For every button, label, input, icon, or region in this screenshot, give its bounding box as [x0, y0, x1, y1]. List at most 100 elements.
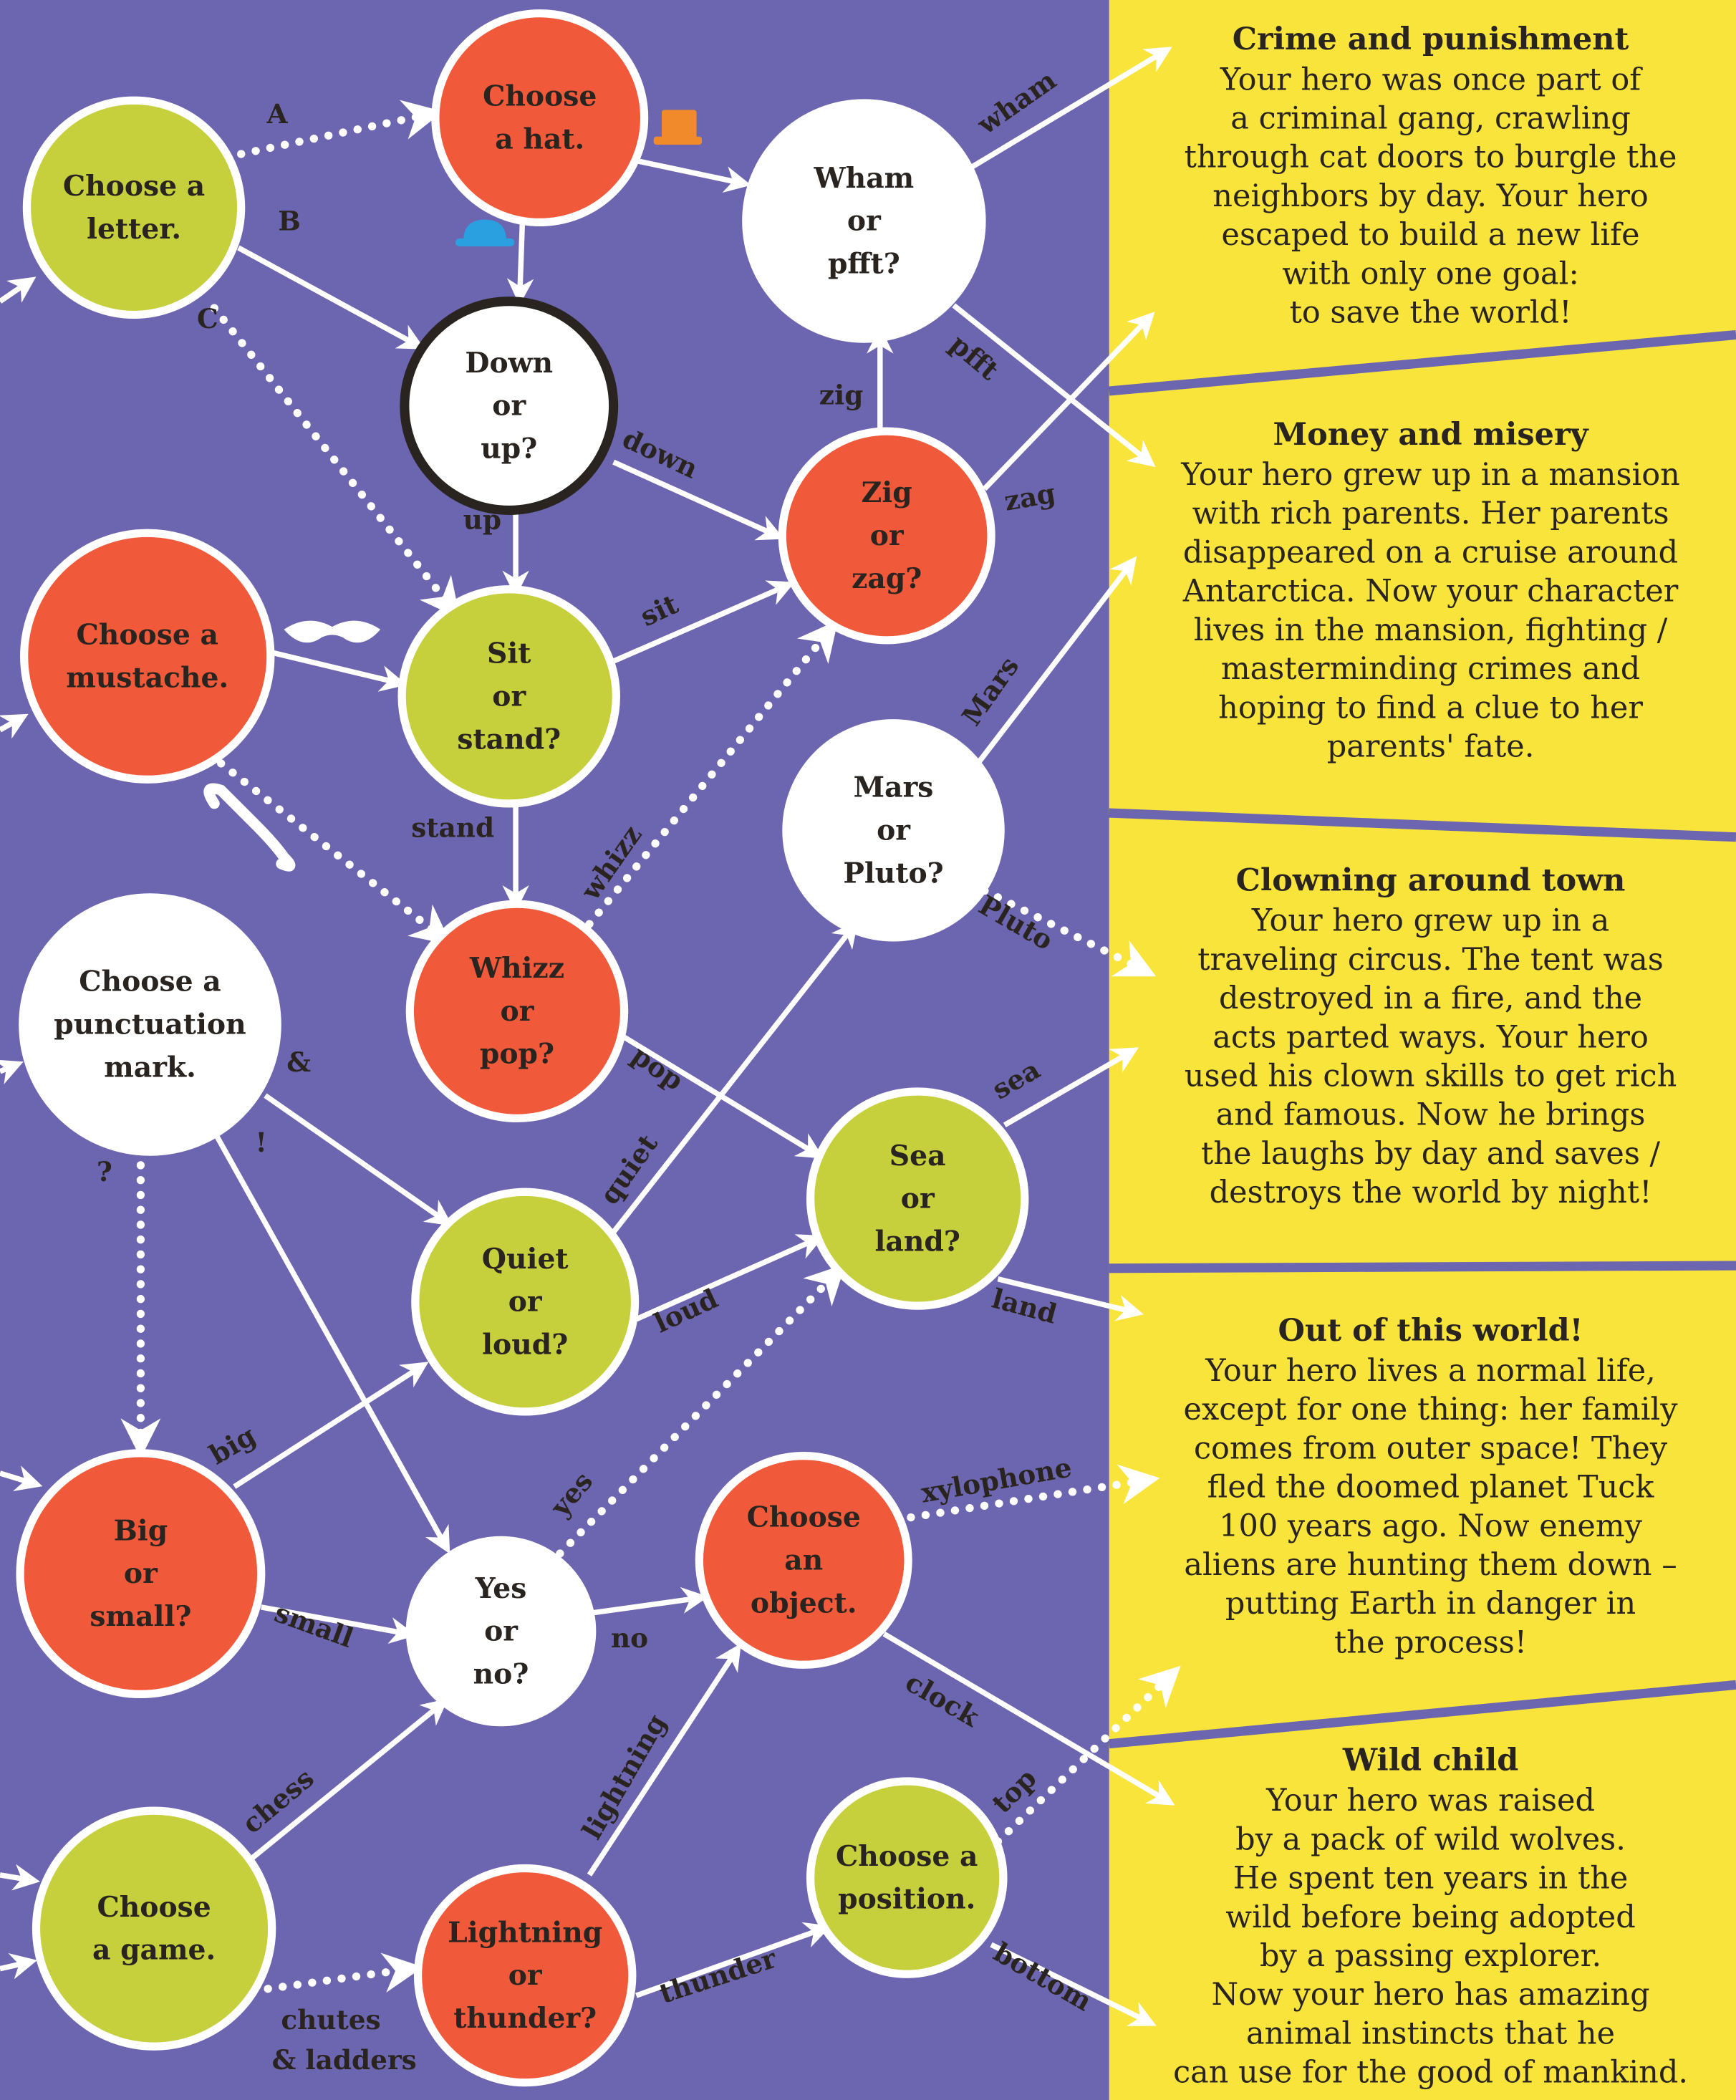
curly-mustache-icon [203, 783, 296, 872]
edge-arrow [585, 620, 839, 928]
node-label: pop? [480, 1038, 554, 1071]
panel-text-line: and famous. Now he brings [1216, 1097, 1646, 1133]
edge-arrow [617, 1031, 824, 1159]
node-label: Choose [747, 1501, 861, 1534]
edge-label: B [278, 206, 301, 237]
node-label: or [901, 1183, 935, 1215]
edge-arrow [635, 158, 752, 193]
node-label: or [484, 1615, 519, 1648]
panel-text-line: to save the world! [1290, 295, 1572, 331]
node-label: Choose [483, 80, 597, 113]
edge-arrow [990, 1942, 1157, 2026]
node-yes: Yes or no? [405, 1536, 597, 1727]
node-circle [411, 1188, 640, 1416]
node-label: Zig [862, 476, 912, 509]
node-label: land? [875, 1225, 960, 1258]
panel-text-line: lives in the mansion, fighting / [1194, 612, 1668, 648]
edge-arrow [997, 1276, 1144, 1321]
edge-label: ? [97, 1156, 112, 1188]
edge-arrow [587, 1643, 741, 1877]
panel-text-line: comes from outer space! They [1194, 1430, 1668, 1466]
panel-text-line: Your hero grew up in a mansion [1180, 457, 1680, 493]
node-label: Mars [854, 771, 934, 804]
edge-arrow [506, 221, 534, 306]
node-label: or [501, 995, 535, 1028]
panel-text-line: 100 years ago. Now enemy [1219, 1508, 1642, 1544]
panel-divider [1109, 1680, 1736, 1749]
edge-arrow [269, 650, 408, 692]
incoming-arrow [0, 1465, 43, 1492]
node-label: or [877, 814, 911, 847]
panel-text-line: hoping to find a clue to her [1218, 690, 1643, 726]
node-label: letter. [87, 213, 181, 246]
story-panel: Clowning around town Your hero grew up in… [1185, 862, 1677, 1210]
panel-title: Money and misery [1273, 417, 1589, 453]
edge-label: chutes & ladders [272, 2004, 417, 2076]
panel-text-line: putting Earth in danger in [1225, 1586, 1636, 1622]
edge-arrow [556, 1263, 846, 1558]
node-label: or [508, 1286, 543, 1319]
panel-divider [1109, 808, 1736, 842]
node-circle [782, 719, 1005, 942]
node-circle [806, 1087, 1029, 1310]
edge-arrow [983, 312, 1155, 491]
panel-text-line: used his clown skills to get rich [1185, 1058, 1677, 1094]
edge-label: no [611, 1622, 648, 1654]
panel-text-line: Your hero lives a normal life, [1205, 1353, 1656, 1389]
node-label: mark. [104, 1051, 196, 1084]
story-panel: Out of this world! Your hero lives a norm… [1184, 1313, 1679, 1661]
node-label: mustache. [66, 661, 228, 694]
incoming-arrow [0, 1059, 24, 1084]
edge-label: zig [819, 380, 864, 411]
blue-bowler-hat-icon [455, 219, 515, 247]
node-label: Sea [889, 1140, 946, 1172]
edge-arrow [264, 1952, 423, 1993]
panel-text-line: with only one goal: [1282, 256, 1579, 292]
edge-arrow [980, 886, 1157, 977]
node-sit: Sit or stand? [397, 585, 620, 808]
node-label: or [492, 680, 526, 713]
node-circle [16, 1449, 266, 1699]
node-circle [400, 297, 619, 515]
incoming-arrow [0, 713, 29, 739]
node-big: Big or small? [16, 1449, 266, 1699]
node-circle [19, 893, 281, 1156]
node-zig: Zig or zag? [778, 427, 995, 645]
node-mustache: Choose a mustache. [20, 529, 275, 784]
panel-text-line: fled the doomed planet Tuck [1207, 1470, 1655, 1506]
edge-arrow [635, 1922, 831, 1998]
panel-text-line: can use for the good of mankind. [1173, 2055, 1688, 2091]
node-circle [431, 9, 649, 227]
edge-arrow [952, 303, 1156, 468]
edge-arrow [237, 100, 443, 158]
panel-text-line: neighbors by day. Your hero [1212, 178, 1649, 214]
node-circle [22, 96, 246, 319]
panel-text-line: the process! [1334, 1624, 1527, 1660]
panel-text-line: a criminal gang, crawling [1230, 101, 1631, 137]
node-label: zag? [852, 562, 922, 595]
edge-arrow [584, 1586, 709, 1617]
panel-text-line: Antarctica. Now your character [1182, 574, 1679, 610]
edge-label: & [286, 1046, 311, 1078]
node-label: Quiet [482, 1243, 569, 1276]
node-circle [742, 99, 986, 343]
node-label: no? [473, 1657, 529, 1690]
node-circle [405, 900, 629, 1122]
panel-text-line: disappeared on a cruise around [1183, 534, 1678, 570]
node-label: an [784, 1544, 823, 1577]
panel-title: Clowning around town [1236, 862, 1626, 898]
node-position: Choose a position. [806, 1777, 1008, 1978]
story-panel: Crime and punishment Your hero was once p… [1185, 21, 1677, 330]
panel-text-line: masterminding crimes and [1221, 651, 1640, 687]
edge-arrow [993, 1665, 1181, 1846]
edge-arrow [217, 759, 452, 945]
node-label: position. [838, 1883, 975, 1916]
node-game: Choose a game. [32, 1806, 276, 2051]
panel-text-line: Now your hero has amazing [1211, 1977, 1649, 2013]
orange-top-hat-icon [653, 110, 703, 145]
node-label: Choose a [836, 1840, 978, 1873]
node-label: Choose [97, 1891, 211, 1924]
node-circle [397, 585, 620, 808]
edge-label: ! [256, 1127, 267, 1158]
